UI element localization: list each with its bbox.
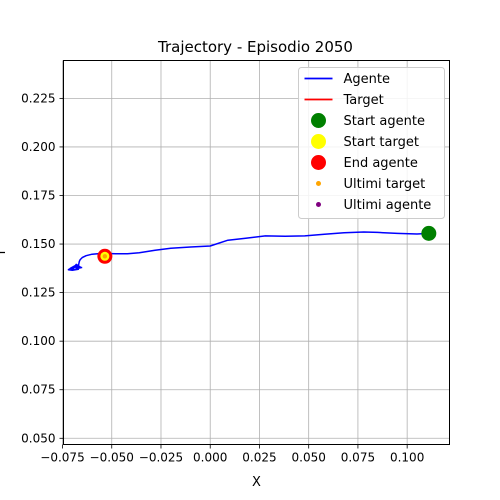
legend-swatch-start-agente	[311, 113, 326, 128]
legend-label-start-agente: Start agente	[344, 114, 425, 129]
legend-swatch-ultimi-target	[316, 181, 321, 186]
x-tick-label: −0.050	[90, 451, 134, 465]
y-tick-label: 0.100	[21, 334, 55, 348]
legend-label-ultimi-target: Ultimi target	[344, 177, 426, 192]
legend-swatch-start-target	[311, 134, 326, 149]
chart-title: Trajectory - Episodio 2050	[157, 38, 353, 56]
legend-label-target: Target	[343, 93, 384, 108]
x-tick-label: −0.025	[139, 451, 183, 465]
legend: Agente Target Start agente Start target End …	[298, 67, 445, 219]
plot-area	[67, 225, 437, 272]
x-tick-label: 0.025	[242, 451, 276, 465]
y-tick-label: 0.175	[21, 188, 55, 202]
y-axis-label: Y	[0, 248, 9, 257]
legend-swatch-ultimi-agente	[316, 202, 321, 207]
y-tick-label: 0.225	[21, 91, 55, 105]
y-tick-label: 0.200	[21, 140, 55, 154]
legend-label-ultimi-agente: Ultimi agente	[344, 198, 432, 213]
legend-label-agente: Agente	[344, 72, 390, 87]
x-axis-label: X	[252, 475, 261, 490]
y-tick-label: 0.150	[21, 237, 55, 251]
plot-frame	[63, 60, 450, 445]
y-tick-label: 0.050	[21, 431, 55, 445]
axis-ticks: −0.075 −0.050 −0.025 0.000 0.025 0.050 0.075 0.…	[0, 91, 424, 464]
x-tick-label: 0.075	[341, 451, 375, 465]
x-tick-label: 0.050	[292, 451, 326, 465]
x-tick-label: −0.075	[40, 451, 84, 465]
y-tick-label: 0.075	[21, 383, 55, 397]
legend-box	[298, 67, 445, 219]
y-tick-label: 0.125	[21, 286, 55, 300]
legend-swatch-end-agente	[311, 155, 326, 170]
x-tick-label: 0.100	[390, 451, 424, 465]
x-tick-label: 0.000	[193, 451, 227, 465]
legend-label-start-target: Start target	[344, 135, 419, 150]
ultimi-target-point	[102, 254, 108, 259]
start-agente-point	[421, 225, 437, 241]
legend-label-end-agente: End agente	[344, 156, 418, 171]
